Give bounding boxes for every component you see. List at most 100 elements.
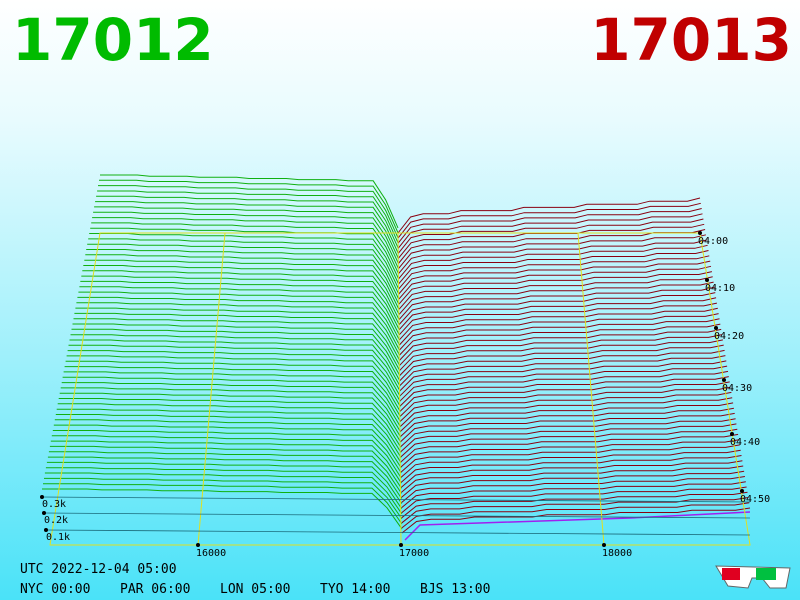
ask-depth-line [400,449,741,478]
bid-depth-line [81,275,400,326]
ask-depth-line [398,292,716,325]
bid-depth-line [75,307,401,356]
price-tick [399,543,403,547]
bid-depth-line [86,249,400,300]
bid-depth-line [67,350,401,397]
ask-depth-line [399,328,722,361]
time-tick [705,278,709,282]
bid-depth-line [71,328,401,377]
bid-depth-line [56,408,402,453]
time-tick [698,231,702,235]
bid-depth-line [46,461,403,504]
bid-depth-line [62,376,402,423]
bid-depth-line [97,190,399,244]
ask-depth-line [398,297,717,330]
ask-depth-line [399,344,724,376]
bid-depth-line [89,233,400,285]
bid-depth-line [47,456,403,499]
bid-depth-line [100,174,399,229]
ask-depth-line [399,334,723,366]
bid-depth-line [63,371,401,418]
time-label: 04:20 [714,331,744,342]
bid-depth-line [55,414,402,458]
bid-depth-line [70,334,401,382]
ask-depth-line [398,286,715,320]
ask-depth-line [401,476,745,503]
bid-depth-line [83,265,400,315]
ask-depth-line [401,481,746,508]
bid-depth-line [57,403,402,448]
ask-depth-line [399,349,725,381]
volume-grid-line [43,512,751,519]
bid-depth-line [91,222,400,275]
bid-depth-line [98,185,399,239]
bid-depth-line [44,477,403,520]
ask-depth-line [398,260,711,295]
bid-depth-line [43,483,403,525]
bid-depth-line [53,424,402,469]
bid-depth-line [99,179,399,234]
bid-depth-line [90,227,400,280]
floor-outline [49,232,751,546]
ask-depth-line [400,407,734,437]
bid-depth-line [73,318,401,366]
ask-depth-line [397,197,701,234]
price-grid-line [197,232,226,546]
time-label: 04:50 [740,494,770,505]
ask-depth-line [401,502,750,529]
ask-price: 17013 [590,6,792,74]
bid-depth-line [93,211,399,264]
time-tick [730,432,734,436]
bid-depth-line [82,270,400,321]
price-grid-line [577,232,605,546]
ask-depth-line [397,218,704,254]
ask-depth-line [398,281,714,315]
bid-depth-line [59,392,402,438]
bid-depth-line [74,312,401,361]
volume-label: 0.1k [46,532,70,543]
volume-tick [42,511,46,515]
bid-depth-line [60,387,402,433]
ask-depth-line [400,455,742,483]
ask-depth-line [401,507,751,534]
ask-depth-line [398,265,712,300]
bid-depth-line [79,286,400,336]
bid-depth-line [95,201,399,254]
ask-depth-line [400,412,735,442]
ask-depth-line [401,497,749,524]
ask-depth-line [400,397,733,427]
bid-depth-line [54,419,402,464]
timezone-clock: TYO 14:00 [320,582,390,597]
volume-tick [40,495,44,499]
volume-label: 0.3k [42,499,66,510]
ask-depth-line [399,376,729,407]
volume-grid-line [41,496,751,503]
ask-depth-line [401,470,745,498]
bid-depth-line [94,206,399,259]
ask-depth-line [401,460,743,488]
ask-depth-line [401,486,747,514]
bid-depth-line [69,339,401,387]
ask-depth-line [399,313,719,346]
ask-depth-line [400,418,736,447]
ask-depth-line [399,302,718,336]
bid-depth-line [49,445,402,489]
bid-depth-line [61,382,402,428]
volume-grid-line [45,529,751,536]
bid-depth-line [58,398,402,443]
bid-depth-line [44,472,403,515]
bid-depth-line [51,435,402,479]
ask-depth-line [400,428,738,458]
ask-depth-line [398,271,713,305]
bid-depth-line [76,302,401,351]
bid-depth-line [88,238,400,290]
ask-depth-line [399,307,718,341]
bid-depth-line [92,217,399,269]
bid-depth-line [87,243,400,295]
bid-depth-line [72,323,401,372]
utc-time: UTC 2022-12-04 05:00 [20,562,177,577]
ask-depth-line [400,423,737,452]
bid-depth-line [85,254,400,305]
